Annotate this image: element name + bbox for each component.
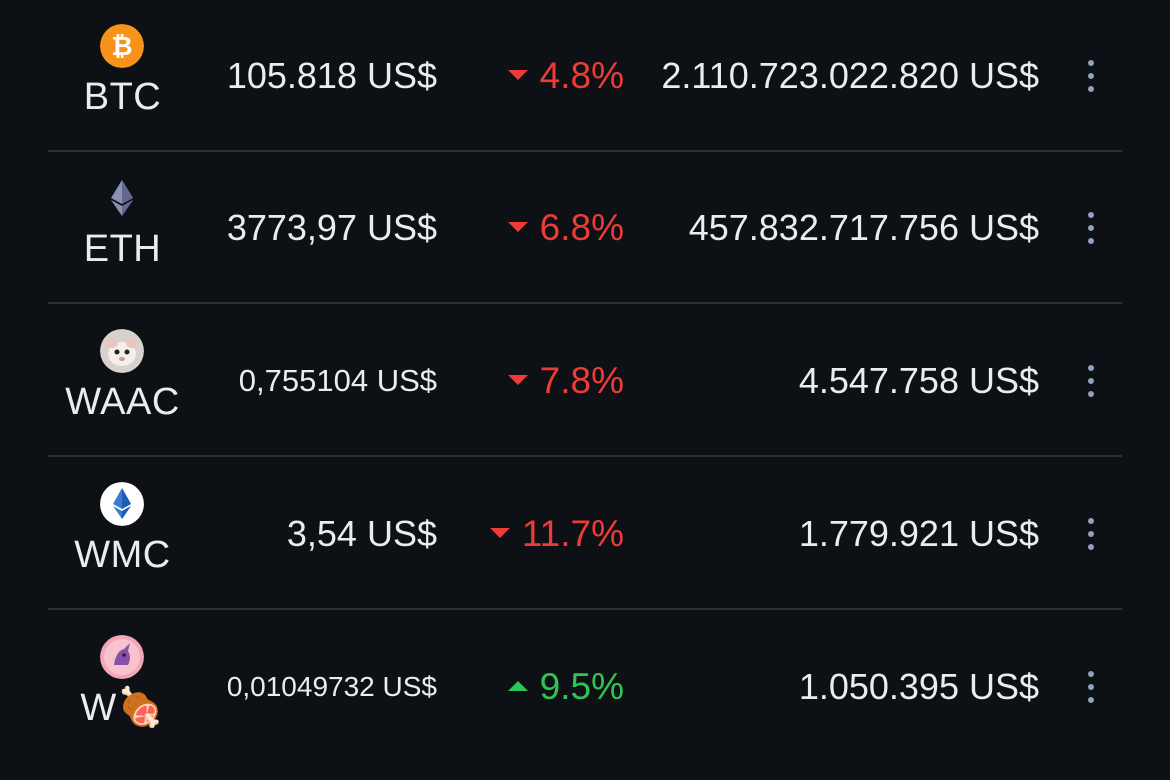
waac-avatar-icon	[100, 329, 144, 373]
coin-price: 105.818 US$	[226, 55, 437, 96]
down-triangle-icon	[507, 70, 528, 81]
price-change-value: 11.7%	[521, 513, 624, 554]
coin-cell: WAAC	[40, 329, 205, 439]
unicorn-meat-icon	[100, 635, 144, 679]
price-change-value: 6.8%	[539, 207, 624, 248]
coin-cell: ₿ BTC	[40, 24, 205, 134]
price-change-value: 7.8%	[539, 360, 624, 401]
coin-cell: ETH	[40, 176, 205, 286]
coin-symbol: WAAC	[65, 381, 180, 423]
row-divider	[48, 608, 1122, 610]
more-options-icon[interactable]	[1076, 208, 1106, 248]
more-options-icon[interactable]	[1076, 514, 1106, 554]
coin-row-eth[interactable]: ETH 3773,97 US$ 6.8% 457.832.717.756 US$	[0, 152, 1170, 304]
price-change: 9.5%	[507, 611, 624, 763]
coin-price: 3773,97 US$	[226, 207, 437, 248]
market-cap: 2.110.723.022.820 US$	[661, 55, 1039, 96]
market-cap: 1.050.395 US$	[798, 666, 1039, 707]
down-triangle-icon	[489, 528, 510, 539]
coin-symbol: ETH	[83, 228, 162, 270]
coin-row-btc[interactable]: ₿ BTC 105.818 US$ 4.8% 2.110.723.022.820…	[0, 0, 1170, 152]
row-divider	[48, 455, 1122, 457]
coin-row-wmc[interactable]: WMC 3,54 US$ 11.7% 1.779.921 US$	[0, 458, 1170, 610]
row-divider	[48, 150, 1122, 152]
coin-cell: W🍖	[40, 635, 205, 745]
coin-price: 0,01049732 US$	[226, 671, 437, 702]
coin-cell: WMC	[40, 482, 205, 592]
row-divider	[48, 302, 1122, 304]
coin-price: 0,755104 US$	[238, 363, 437, 398]
coin-price: 3,54 US$	[286, 513, 437, 554]
market-cap: 457.832.717.756 US$	[688, 207, 1039, 248]
coin-row-w-meat[interactable]: W🍖 0,01049732 US$ 9.5% 1.050.395 US$	[0, 611, 1170, 763]
ethereum-icon	[100, 176, 144, 220]
more-options-icon[interactable]	[1076, 56, 1106, 96]
bitcoin-icon: ₿	[100, 24, 144, 68]
wmc-ethereum-icon	[100, 482, 144, 526]
svg-text:₿: ₿	[111, 31, 132, 61]
price-change-value: 4.8%	[539, 55, 624, 96]
coin-row-waac[interactable]: WAAC 0,755104 US$ 7.8% 4.547.758 US$	[0, 305, 1170, 457]
price-change: 11.7%	[489, 458, 624, 610]
price-change: 7.8%	[507, 305, 624, 457]
up-triangle-icon	[507, 681, 528, 692]
down-triangle-icon	[507, 222, 528, 233]
coin-symbol: BTC	[83, 76, 162, 118]
price-change: 4.8%	[507, 0, 624, 152]
coin-symbol: W🍖	[80, 687, 165, 729]
market-cap: 4.547.758 US$	[798, 360, 1039, 401]
more-options-icon[interactable]	[1076, 361, 1106, 401]
more-options-icon[interactable]	[1076, 667, 1106, 707]
market-cap: 1.779.921 US$	[798, 513, 1039, 554]
down-triangle-icon	[507, 375, 528, 386]
coin-symbol: WMC	[74, 534, 171, 576]
price-change-value: 9.5%	[539, 666, 624, 707]
price-change: 6.8%	[507, 152, 624, 304]
